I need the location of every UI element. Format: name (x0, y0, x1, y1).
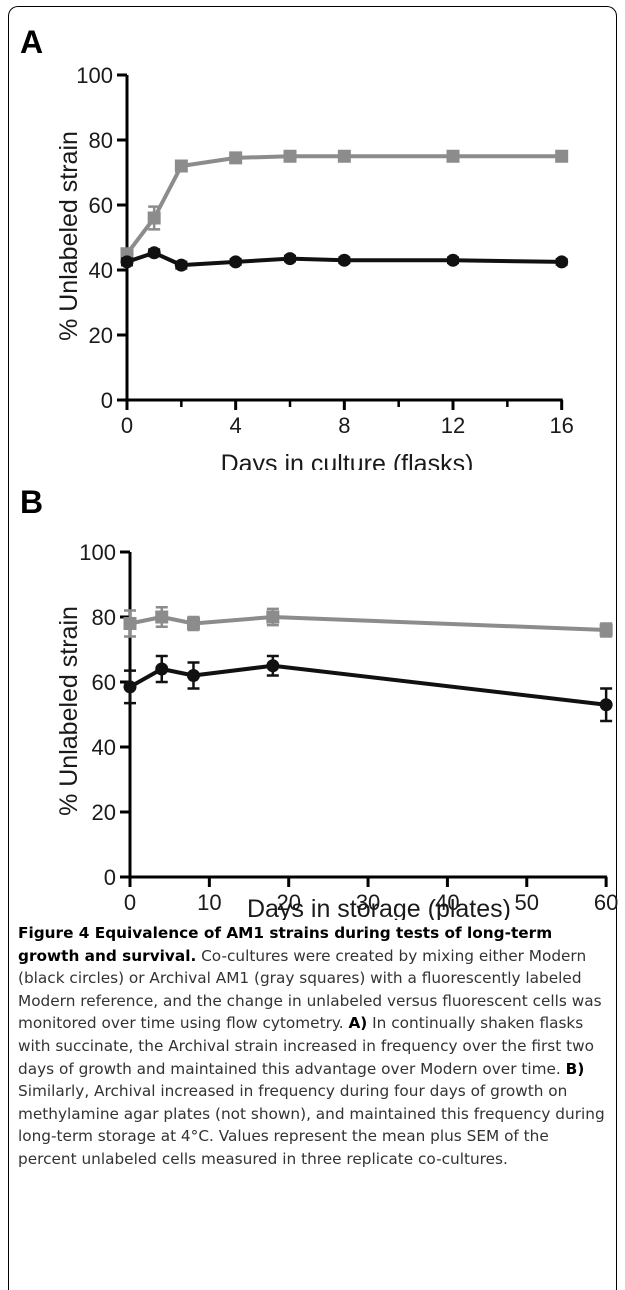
data-point-square (283, 149, 297, 163)
panel-label: A (20, 24, 43, 60)
x-axis-label: Days in storage (plates) (247, 895, 511, 920)
chart-panel-a: A % Unlabeled strain Days in culture (fl… (20, 24, 574, 470)
y-tick-label: 60 (92, 670, 116, 695)
y-tick-label: 20 (89, 323, 113, 348)
series-circle (120, 246, 569, 272)
data-point-square (337, 149, 351, 163)
x-tick-label: 4 (230, 413, 242, 438)
data-point-circle (266, 659, 280, 673)
caption-text: Similarly, Archival increased in frequen… (18, 1082, 605, 1168)
panel-label: B (20, 484, 43, 520)
data-point-circle (120, 255, 134, 269)
caption-text: Co-cultures were created by mixing eithe… (18, 946, 602, 1033)
x-tick-label: 8 (338, 413, 350, 438)
caption-panel-b-label: B) (565, 1059, 585, 1078)
x-tick-label: 16 (549, 413, 573, 438)
series-square (120, 149, 569, 261)
series-line (125, 154, 562, 255)
series-circle (123, 654, 613, 723)
x-tick-label: 0 (124, 890, 136, 915)
data-point-circle (555, 255, 569, 269)
x-tick-label: 40 (435, 890, 459, 915)
y-tick-label: 60 (89, 193, 113, 218)
data-point-circle (599, 698, 613, 712)
data-point-circle (337, 253, 351, 267)
y-axis-label: % Unlabeled strain (55, 131, 83, 341)
data-point-circle (446, 253, 460, 267)
y-tick-label: 0 (101, 388, 113, 413)
data-point-square (147, 211, 161, 225)
data-point-square (174, 159, 188, 173)
y-tick-label: 20 (92, 800, 116, 825)
plot-area: 0 20 40 60 80 100 0 4 8 12 16 (76, 63, 574, 438)
data-point-square (266, 610, 280, 624)
data-point-square (123, 617, 137, 630)
x-tick-label: 30 (356, 890, 380, 915)
data-point-circle (147, 246, 161, 260)
data-point-square (186, 617, 200, 630)
y-tick-label: 100 (76, 63, 113, 88)
data-point-circle (186, 669, 200, 682)
x-axis-label: Days in culture (flasks) (221, 450, 474, 470)
y-tick-label: 40 (89, 258, 113, 283)
y-axis-label: % Unlabeled strain (55, 606, 83, 816)
y-tick-label: 40 (92, 735, 116, 760)
x-tick-label: 0 (121, 413, 133, 438)
caption-panel-a-label: A) (348, 1014, 368, 1033)
data-point-circle (283, 252, 297, 266)
x-tick-label: 50 (515, 890, 539, 915)
x-tick-label: 12 (441, 413, 465, 438)
caption-title: Figure 4 Equivalence of AM1 strains duri… (18, 924, 553, 965)
data-point-circle (229, 255, 243, 269)
y-tick-label: 80 (92, 605, 116, 630)
caption-text: In continually shaken flasks with succin… (18, 1014, 594, 1078)
data-point-square (229, 151, 243, 165)
data-point-circle (155, 662, 169, 676)
x-tick-label: 20 (276, 890, 300, 915)
figure-caption: Figure 4 Equivalence of AM1 strains duri… (18, 922, 606, 1171)
data-point-square (155, 610, 169, 624)
y-tick-label: 100 (79, 540, 116, 565)
data-point-circle (123, 680, 137, 694)
series-line (129, 615, 607, 632)
x-tick-label: 10 (197, 890, 221, 915)
data-point-square (599, 623, 613, 637)
plot-area: 0 20 40 60 80 100 0 10 20 30 40 50 60 (79, 540, 618, 915)
x-tick-label: 60 (594, 890, 618, 915)
series-square (123, 606, 613, 638)
y-tick-label: 0 (104, 865, 116, 890)
chart-panel-b: B % Unlabeled strain Days in storage (pl… (20, 484, 618, 920)
data-point-circle (174, 258, 188, 272)
y-tick-label: 80 (89, 128, 113, 153)
data-point-square (446, 149, 460, 163)
figure-frame (8, 6, 617, 1290)
series-line (129, 663, 607, 707)
data-point-square (555, 149, 569, 163)
